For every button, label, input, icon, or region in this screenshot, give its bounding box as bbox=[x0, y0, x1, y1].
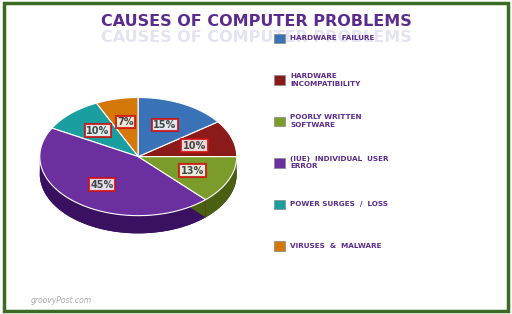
Polygon shape bbox=[52, 103, 138, 157]
Text: CAUSES OF COMPUTER PROBLEMS: CAUSES OF COMPUTER PROBLEMS bbox=[101, 14, 411, 29]
Text: 10%: 10% bbox=[183, 141, 206, 151]
Text: HARDWARE  FAILURE: HARDWARE FAILURE bbox=[290, 35, 375, 41]
Polygon shape bbox=[40, 158, 206, 233]
Polygon shape bbox=[96, 97, 138, 157]
Text: 7%: 7% bbox=[117, 117, 134, 127]
Text: POWER SURGES  /  LOSS: POWER SURGES / LOSS bbox=[290, 201, 388, 207]
Text: CAUSES OF COMPUTER PROBLEMS: CAUSES OF COMPUTER PROBLEMS bbox=[101, 30, 411, 45]
Polygon shape bbox=[138, 97, 218, 157]
Polygon shape bbox=[138, 122, 237, 157]
Text: HARDWARE
INCOMPATIBILITY: HARDWARE INCOMPATIBILITY bbox=[290, 73, 360, 86]
Polygon shape bbox=[138, 157, 206, 217]
Text: 45%: 45% bbox=[91, 180, 114, 190]
Text: groovyPost.com: groovyPost.com bbox=[31, 295, 92, 305]
Text: 10%: 10% bbox=[86, 126, 110, 136]
Polygon shape bbox=[138, 157, 237, 200]
Text: VIRUSES  &  MALWARE: VIRUSES & MALWARE bbox=[290, 242, 382, 249]
Polygon shape bbox=[206, 157, 237, 217]
Text: 15%: 15% bbox=[154, 120, 177, 130]
Polygon shape bbox=[40, 128, 206, 216]
Polygon shape bbox=[138, 157, 206, 217]
Text: POORLY WRITTEN
SOFTWARE: POORLY WRITTEN SOFTWARE bbox=[290, 115, 362, 128]
Text: (IUE)  INDIVIDUAL  USER
ERROR: (IUE) INDIVIDUAL USER ERROR bbox=[290, 156, 389, 169]
Ellipse shape bbox=[40, 115, 237, 233]
Text: 13%: 13% bbox=[181, 166, 204, 176]
